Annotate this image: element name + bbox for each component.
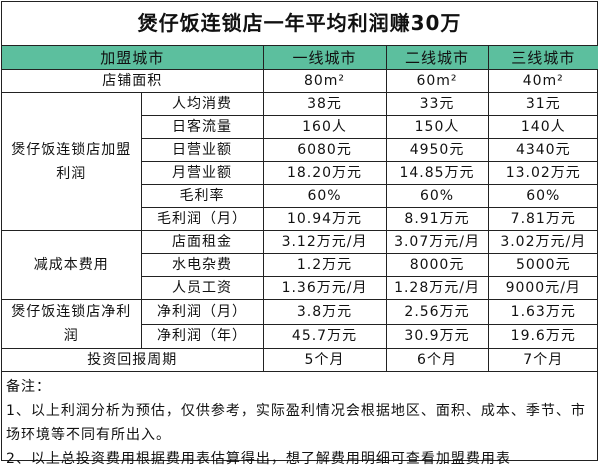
- row-label: 人均消费: [140, 92, 264, 116]
- header-cell: 三线城市: [487, 46, 599, 70]
- value-cell: 1.2万元: [262, 253, 387, 277]
- page: 煲仔饭连锁店一年平均利润赚30万 加盟城市 一线城市 二线城市 三线城市 店铺面积 80m…: [1, 1, 599, 467]
- row: 月营业额 18.20万元 14.85万元 13.02万元: [2, 161, 599, 185]
- value-cell: 160人: [262, 115, 387, 139]
- row-label: 投资回报周期: [2, 348, 264, 372]
- value-cell: 10.94万元: [262, 207, 387, 231]
- value-cell: 7.81万元: [487, 207, 599, 231]
- group-label: 减成本费用: [2, 230, 142, 300]
- value-cell: 14.85万元: [385, 161, 489, 185]
- value-cell: 60%: [487, 184, 599, 208]
- notes: 备注： 1、以上利润分析为预估，仅供参考，实际盈利情况会根据地区、面积、成本、季…: [2, 372, 597, 474]
- row: 毛利润（月） 10.94万元 8.91万元 7.81万元: [2, 207, 599, 231]
- header-cell: 加盟城市: [2, 46, 264, 70]
- row-label: 日客流量: [141, 115, 264, 139]
- header-row: 加盟城市 一线城市 二线城市 三线城市: [2, 46, 599, 70]
- value-cell: 4950元: [385, 138, 489, 162]
- value-cell: 8000元: [385, 253, 489, 277]
- value-cell: 31元: [487, 92, 599, 116]
- value-cell: 60m²: [385, 69, 489, 93]
- value-cell: 1.63万元: [487, 299, 599, 325]
- value-cell: 33元: [385, 92, 489, 116]
- value-cell: 150人: [385, 115, 489, 139]
- value-cell: 5000元: [487, 253, 599, 277]
- value-cell: 140人: [487, 115, 599, 139]
- group-label: 煲仔饭连锁店加盟利润: [2, 92, 142, 231]
- value-cell: 1.36万元/月: [262, 276, 387, 300]
- value-cell: 6个月: [385, 348, 489, 372]
- row-label: 毛利率: [141, 184, 264, 208]
- value-cell: 4340元: [487, 138, 599, 162]
- row-label: 人员工资: [141, 276, 264, 300]
- value-cell: 19.6万元: [487, 323, 599, 349]
- table: 加盟城市 一线城市 二线城市 三线城市 店铺面积 80m² 60m² 40m² 煲仔饭连锁店加盟…: [2, 46, 599, 372]
- row: 煲仔饭连锁店加盟利润 人均消费 38元 33元 31元: [2, 92, 599, 231]
- value-cell: 1.28万元/月: [385, 276, 489, 300]
- row: 毛利率 60% 60% 60%: [2, 184, 599, 208]
- row-label: 水电杂费: [141, 253, 264, 277]
- row: 减成本费用 店面租金 3.12万元/月 3.07万元/月 3.02万元/月: [2, 230, 599, 300]
- header-cell: 二线城市: [385, 46, 489, 70]
- value-cell: 80m²: [262, 69, 387, 93]
- value-cell: 18.20万元: [262, 161, 387, 185]
- value-cell: 8.91万元: [385, 207, 489, 231]
- group-label: 煲仔饭连锁店净利润: [2, 299, 142, 349]
- row-label: 净利润（月）: [140, 299, 264, 325]
- value-cell: 60%: [385, 184, 489, 208]
- row: 净利润（年） 45.7万元 30.9万元 19.6万元: [2, 323, 599, 349]
- row-label: 店铺面积: [2, 69, 264, 93]
- value-cell: 7个月: [487, 348, 599, 372]
- row: 日营业额 6080元 4950元 4340元: [2, 138, 599, 162]
- value-cell: 3.12万元/月: [262, 230, 387, 254]
- value-cell: 30.9万元: [385, 323, 489, 349]
- value-cell: 60%: [262, 184, 387, 208]
- value-cell: 2.56万元: [385, 299, 489, 325]
- notes-title: 备注：: [6, 379, 51, 395]
- note-item: 2、以上总投资费用根据费用表估算得出，想了解费用明细可查看加盟费用表: [6, 451, 511, 467]
- row-label: 月营业额: [141, 161, 264, 185]
- header-cell: 一线城市: [262, 46, 387, 70]
- value-cell: 3.07万元/月: [385, 230, 489, 254]
- value-cell: 40m²: [487, 69, 599, 93]
- value-cell: 9000元/月: [487, 276, 599, 300]
- row: 投资回报周期 5个月 6个月 7个月: [2, 348, 599, 372]
- value-cell: 45.7万元: [262, 323, 387, 349]
- row: 人员工资 1.36万元/月 1.28万元/月 9000元/月: [2, 276, 599, 300]
- row: 煲仔饭连锁店净利润 净利润（月） 3.8万元 2.56万元 1.63万元: [2, 299, 599, 349]
- row: 店铺面积 80m² 60m² 40m²: [2, 69, 599, 93]
- row-label: 毛利润（月）: [141, 207, 264, 231]
- row-label: 店面租金: [140, 230, 264, 254]
- value-cell: 6080元: [262, 138, 387, 162]
- value-cell: 3.8万元: [262, 299, 387, 325]
- value-cell: 38元: [262, 92, 387, 116]
- row-label: 净利润（年）: [141, 323, 264, 349]
- note-item: 1、以上利润分析为预估，仅供参考，实际盈利情况会根据地区、面积、成本、季节、市场…: [6, 403, 586, 443]
- row-label: 日营业额: [141, 138, 264, 162]
- value-cell: 5个月: [262, 348, 387, 372]
- title: 煲仔饭连锁店一年平均利润赚30万: [2, 2, 597, 46]
- value-cell: 3.02万元/月: [487, 230, 599, 254]
- value-cell: 13.02万元: [487, 161, 599, 185]
